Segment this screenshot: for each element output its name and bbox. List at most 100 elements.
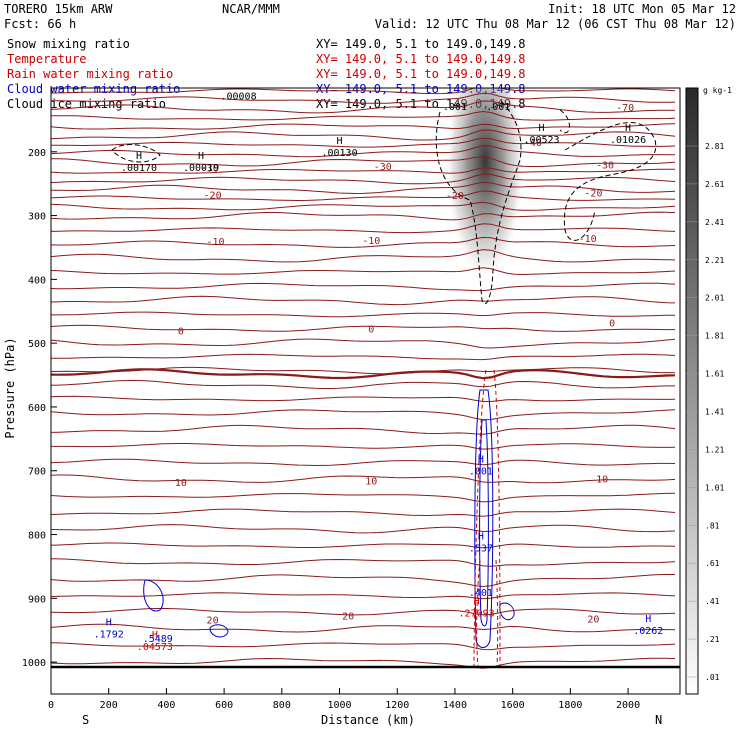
high-marker: H — [106, 617, 112, 628]
extremum-value: .00523 — [523, 135, 559, 146]
isotherm — [51, 642, 676, 651]
high-marker: H — [474, 596, 480, 607]
extremum-value: .5489 — [143, 634, 173, 645]
y-tick-label: 200 — [28, 148, 46, 159]
header-fcst: Fcst: 66 h — [4, 17, 76, 31]
temperature-label: 10 — [175, 478, 187, 489]
extremum-value: .537 — [469, 543, 493, 554]
rain-contour — [473, 369, 487, 668]
temperature-label: 0 — [368, 324, 374, 335]
cloud-water-contour — [143, 579, 164, 612]
header-init: Init: 18 UTC Mon 05 Mar 12 — [548, 2, 736, 16]
ice-contour — [111, 144, 161, 163]
isotherm — [51, 492, 676, 503]
temperature-label: -20 — [446, 191, 464, 202]
extremum-value: .04573 — [137, 642, 173, 653]
extremum-value: .00008 — [220, 92, 256, 103]
isotherm — [51, 137, 676, 148]
header-center: NCAR/MMM — [222, 2, 280, 16]
isotherm-zero — [51, 368, 676, 380]
extremum-value: .1792 — [94, 629, 124, 640]
isotherm — [51, 167, 675, 174]
field-name: Snow mixing ratio — [7, 37, 130, 51]
extremum-value: .00130 — [321, 148, 357, 159]
colorbar-label: 1.01 — [705, 483, 724, 492]
colorbar-label: 2.21 — [705, 256, 724, 265]
isotherm — [51, 508, 676, 517]
high-marker: H — [645, 614, 651, 625]
temperature-label: -20 — [584, 189, 602, 200]
temperature-labels: -70 -40 -30 -30 -30 -20 -20 -20 -10 -10 -10 0 0 0 10 10… — [175, 103, 634, 626]
colorbar-label: .21 — [705, 635, 720, 644]
temperature-label: -30 — [374, 162, 392, 173]
isotherm — [51, 353, 676, 361]
isotherm — [51, 524, 676, 534]
y-tick-label: 900 — [28, 594, 46, 605]
temperature-label: -10 — [362, 236, 380, 247]
ice-contour — [435, 99, 522, 305]
colorbar-label: 1.61 — [705, 370, 724, 379]
isotherm — [51, 282, 676, 292]
isotherm — [51, 129, 676, 141]
colorbar-label: .81 — [705, 521, 720, 530]
isotherm — [51, 190, 676, 202]
isotherm — [51, 558, 676, 567]
isotherm — [51, 443, 676, 450]
isotherm — [51, 458, 676, 467]
isotherm — [51, 88, 676, 95]
colorbar-labels: 2.81 2.61 2.41 2.21 2.01 1.81 1.61 1.41 1.21 1.01… — [686, 142, 724, 682]
colorbar-label: 2.61 — [705, 180, 724, 189]
extremum-value: .001 — [469, 467, 493, 478]
isotherm — [51, 100, 676, 114]
extremum-value: .0262 — [633, 626, 663, 637]
temperature-label: 20 — [587, 615, 599, 626]
temperature-label: -10 — [579, 234, 597, 245]
isotherm — [51, 338, 676, 349]
temperature-label: -20 — [204, 191, 222, 202]
colorbar-label: 1.81 — [705, 332, 724, 341]
colorbar-label: 2.01 — [705, 294, 724, 303]
field-name: Rain water mixing ratio — [7, 67, 173, 81]
temperature-label: -40 — [524, 138, 542, 149]
isotherm — [51, 236, 676, 248]
cloud-water-contour — [499, 602, 515, 621]
colorbar-label: .41 — [705, 597, 720, 606]
extrema-labels: .00008.001.001H.00523H.01026H.00130H.001… — [94, 92, 664, 654]
extremum-value: .27093 — [459, 608, 495, 619]
high-marker: H — [538, 123, 544, 134]
x-axis-label: Distance (km) — [321, 713, 415, 727]
y-tick-label: 800 — [28, 531, 46, 542]
y-tick-label: 300 — [28, 212, 46, 223]
high-marker: H — [478, 455, 484, 466]
y-tick-label: 600 — [28, 403, 46, 414]
colorbar-label: 2.41 — [705, 218, 724, 227]
field-xy: XY= 149.0, 5.1 to 149.0,149.8 — [316, 37, 526, 51]
rain-contour — [476, 559, 481, 668]
rain-contour — [495, 559, 499, 668]
isotherm — [51, 311, 676, 318]
temperature-label: -10 — [206, 237, 224, 248]
rain-contours — [473, 369, 501, 668]
rain-contour — [493, 369, 501, 668]
high-marker: H — [152, 630, 158, 641]
y-tick-label: 500 — [28, 339, 46, 350]
extremum-value: .001 — [443, 102, 467, 113]
isotherm — [51, 223, 676, 234]
y-axis: 200 300 400 500 600 700 800 900 1000 — [22, 148, 57, 669]
temperature-label: 20 — [342, 612, 354, 623]
colorbar-label: .61 — [705, 559, 720, 568]
isotherm — [51, 181, 676, 195]
colorbar-label: .01 — [705, 673, 720, 682]
field-xy: XY= 149.0, 5.1 to 149.0,149.8 — [316, 52, 526, 66]
y-tick-label: 1000 — [22, 658, 46, 669]
x-tick-label: 1600 — [501, 700, 525, 711]
y-axis-label: Pressure (hPa) — [3, 337, 17, 438]
isotherm — [51, 92, 676, 104]
temperature-label: -70 — [616, 103, 634, 114]
isotherm — [51, 592, 676, 600]
extremum-value: .01026 — [610, 135, 646, 146]
isotherm — [51, 474, 676, 484]
high-marker: H — [478, 531, 484, 542]
isotherm — [51, 123, 676, 130]
isotherm — [51, 424, 676, 435]
